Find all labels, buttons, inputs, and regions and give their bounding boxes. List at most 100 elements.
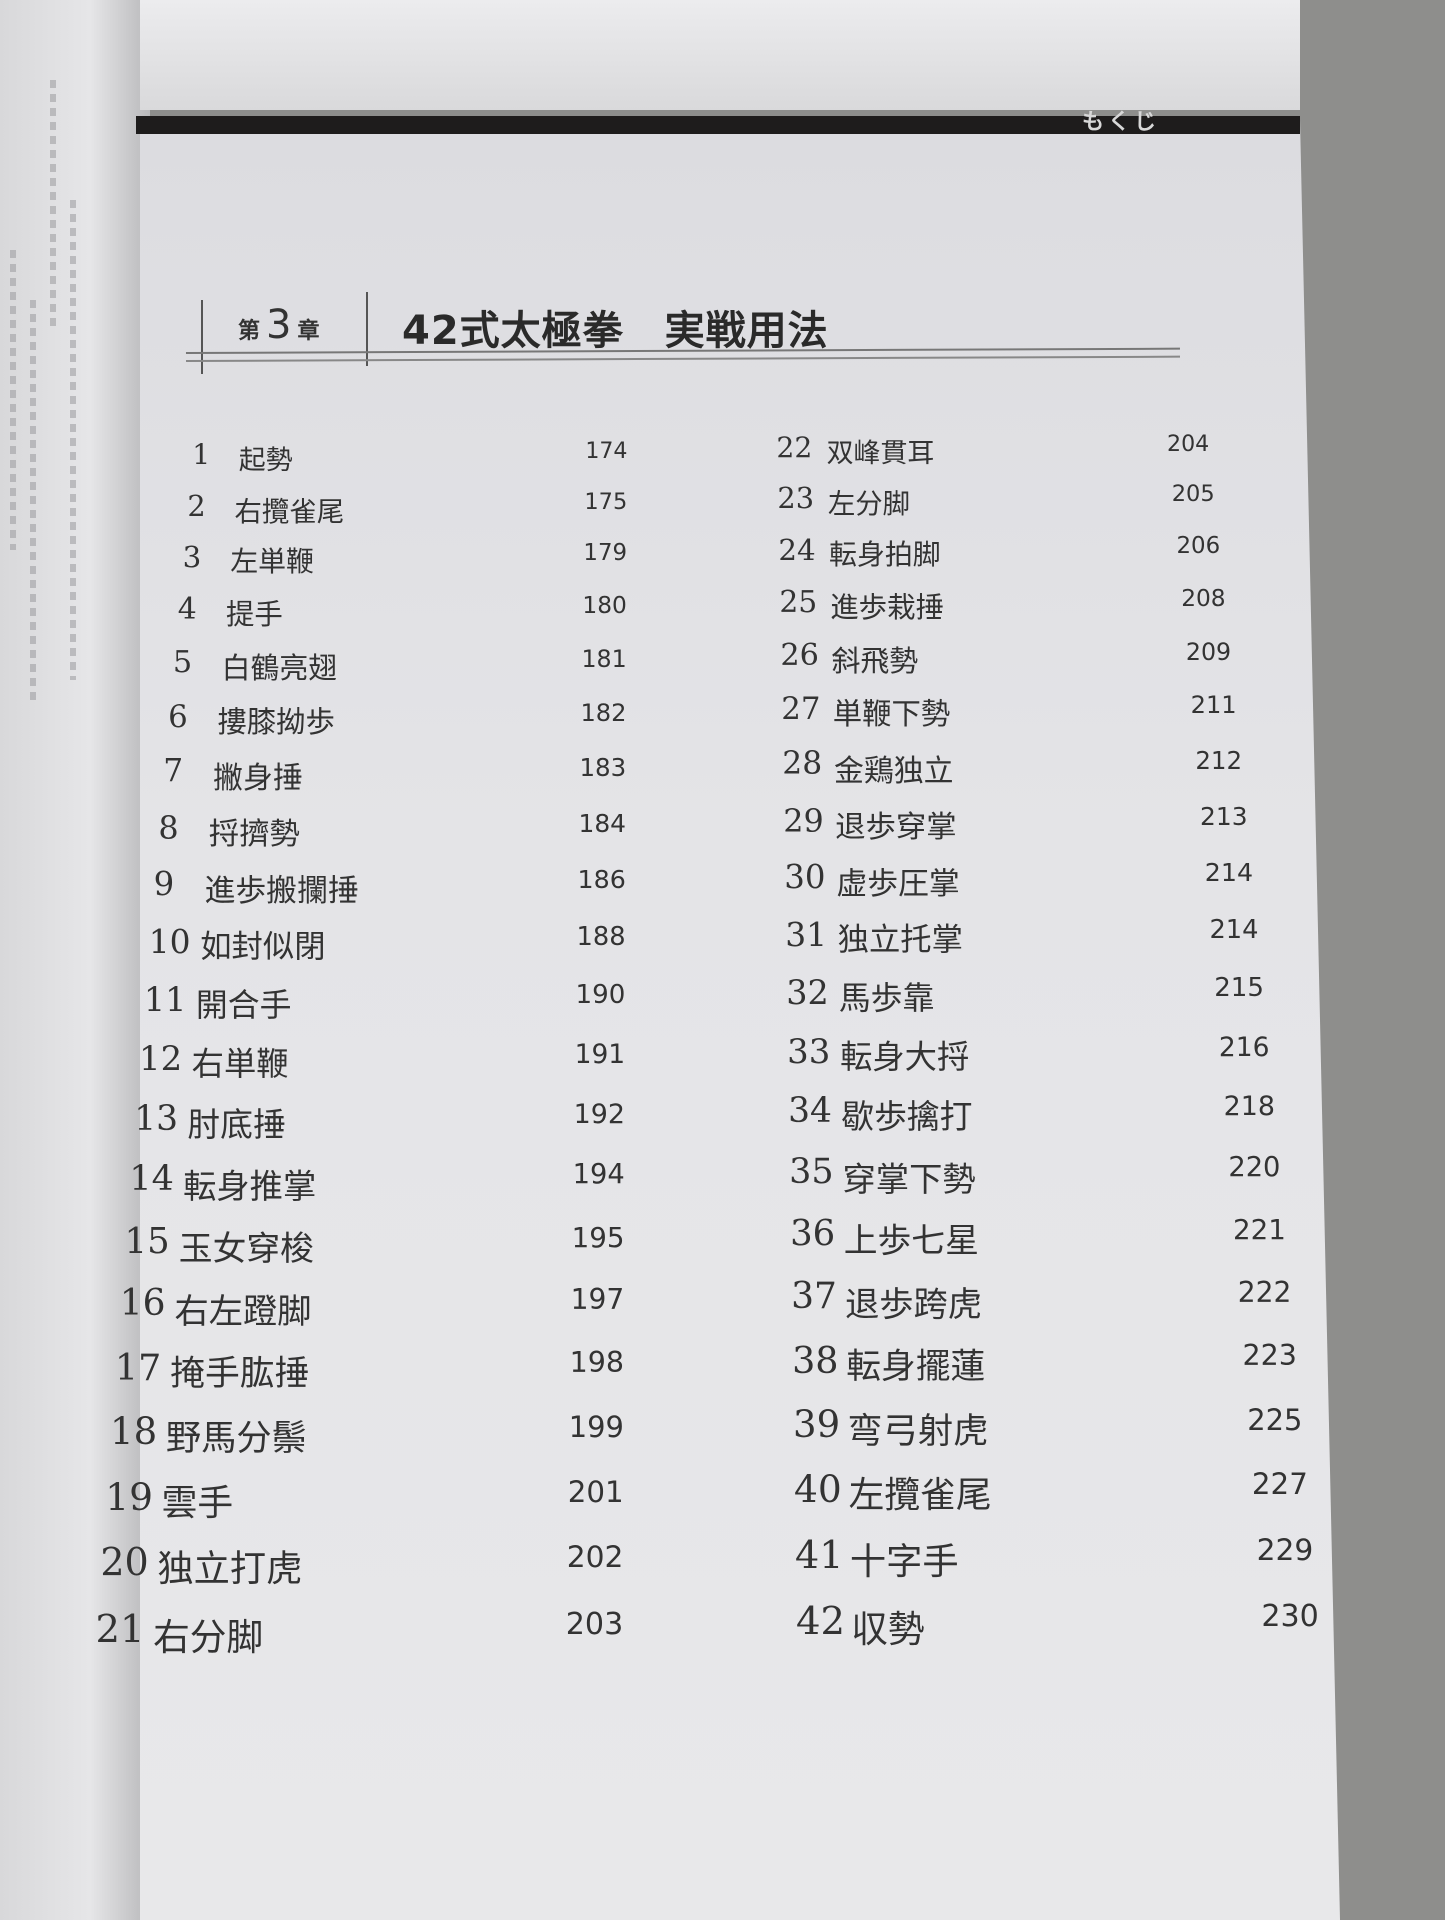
entry-name: 白鶴亮翅 (221, 651, 338, 686)
entry-number: 21 (95, 1606, 145, 1652)
entry-page: 188 (576, 922, 626, 953)
entry-page: 192 (573, 1098, 625, 1130)
entry-number: 17 (114, 1345, 162, 1389)
entry-number: 11 (143, 980, 187, 1020)
entry-number: 37 (791, 1275, 837, 1317)
entry-page: 218 (1223, 1091, 1275, 1123)
entry-name: 進歩搬攔捶 (204, 873, 359, 910)
entry-name: 馬歩靠 (838, 978, 935, 1017)
entry-number: 12 (139, 1039, 183, 1080)
entry-number: 2 (187, 488, 206, 523)
faint-text-column (10, 250, 16, 550)
entry-number: 35 (789, 1151, 834, 1192)
entry-page: 191 (574, 1039, 626, 1071)
entry-number: 27 (781, 691, 821, 728)
entry-page: 197 (570, 1282, 625, 1316)
entry-number: 24 (778, 532, 816, 567)
entry-page: 175 (584, 488, 628, 515)
entry-page: 198 (569, 1345, 625, 1379)
entry-number: 36 (790, 1213, 836, 1255)
entry-number: 14 (129, 1159, 174, 1200)
facing-page (0, 0, 150, 1920)
entry-page: 202 (566, 1540, 624, 1576)
entry-name: 独立打虎 (157, 1547, 303, 1591)
entry-name: 左攬雀尾 (848, 1475, 992, 1517)
entry-number: 22 (776, 431, 813, 465)
page-stack-edge (140, 0, 1300, 110)
entry-name: 雲手 (161, 1482, 234, 1524)
entry-name: 斜飛勢 (831, 643, 919, 678)
entry-page: 206 (1176, 532, 1221, 559)
entry-number: 13 (134, 1098, 179, 1139)
entry-name: 双峰貫耳 (826, 438, 935, 470)
entry-page: 222 (1237, 1275, 1292, 1309)
entry-number: 39 (793, 1402, 841, 1446)
entry-number: 7 (163, 753, 184, 790)
chapter-number: 3 (266, 302, 292, 348)
entry-page: 205 (1171, 481, 1215, 508)
entry-name: 退歩跨虎 (844, 1284, 983, 1325)
entry-number: 25 (779, 584, 818, 620)
entry-number: 16 (119, 1282, 166, 1324)
entry-name: 右左蹬脚 (174, 1291, 312, 1332)
entry-page: 208 (1181, 584, 1226, 612)
entry-number: 3 (182, 540, 202, 575)
entry-page: 174 (585, 438, 628, 465)
entry-name: 穿掌下勢 (842, 1159, 976, 1199)
entry-name: 摟膝拗歩 (217, 704, 335, 739)
entry-number: 8 (158, 808, 179, 847)
entry-page: 199 (568, 1409, 624, 1444)
entry-name: 玉女穿梭 (178, 1228, 314, 1268)
entry-number: 18 (110, 1409, 158, 1453)
entry-page: 227 (1251, 1467, 1308, 1502)
entry-number: 29 (783, 801, 824, 840)
entry-number: 28 (782, 746, 823, 783)
chapter-divider-line (366, 292, 368, 366)
section-label: もくじ (1082, 110, 1161, 135)
entry-page: 179 (583, 540, 628, 567)
entry-page: 209 (1185, 637, 1232, 666)
entry-name: 虚歩圧掌 (836, 865, 960, 902)
entry-number: 10 (148, 922, 191, 962)
toc-page (140, 120, 1340, 1920)
entry-page: 214 (1209, 914, 1259, 945)
entry-page: 194 (572, 1159, 625, 1191)
entry-number: 38 (792, 1338, 839, 1382)
entry-name: 収勢 (851, 1608, 925, 1652)
entry-name: 左分脚 (827, 489, 911, 521)
entry-number: 40 (794, 1467, 842, 1512)
entry-name: 進歩栽捶 (830, 590, 944, 624)
entry-page: 221 (1233, 1213, 1286, 1247)
entry-name: 金鶏独立 (833, 754, 954, 790)
entry-number: 41 (795, 1532, 844, 1577)
entry-page: 225 (1247, 1402, 1303, 1437)
entry-number: 4 (177, 592, 197, 628)
entry-page: 180 (582, 592, 627, 620)
entry-number: 32 (786, 972, 829, 1012)
entry-page: 190 (575, 980, 626, 1011)
entry-name: 掩手肱捶 (170, 1353, 310, 1394)
chapter-suffix: 章 (297, 319, 320, 344)
header-band (136, 116, 1300, 134)
entry-page: 214 (1204, 857, 1254, 887)
faint-text-column (70, 200, 76, 680)
entry-page: 216 (1218, 1031, 1270, 1063)
chapter-title: 42式太極拳 実戦用法 (402, 308, 829, 354)
entry-number: 33 (787, 1031, 831, 1072)
entry-name: 転身擺蓮 (846, 1346, 986, 1387)
entry-page: 201 (567, 1474, 624, 1509)
entry-name: 転身拍脚 (829, 537, 941, 571)
entry-name: 十字手 (849, 1539, 959, 1583)
entry-page: 183 (579, 753, 627, 783)
chapter-prefix: 第 (238, 319, 261, 344)
entry-page: 223 (1242, 1338, 1297, 1372)
faint-text-column (30, 300, 36, 700)
entry-name: 提手 (225, 598, 283, 632)
entry-page: 195 (571, 1220, 625, 1254)
entry-number: 15 (124, 1220, 170, 1262)
entry-number: 31 (785, 914, 828, 954)
entry-name: 転身大捋 (840, 1037, 970, 1076)
entry-name: 起勢 (238, 445, 293, 477)
entry-number: 30 (784, 857, 826, 896)
